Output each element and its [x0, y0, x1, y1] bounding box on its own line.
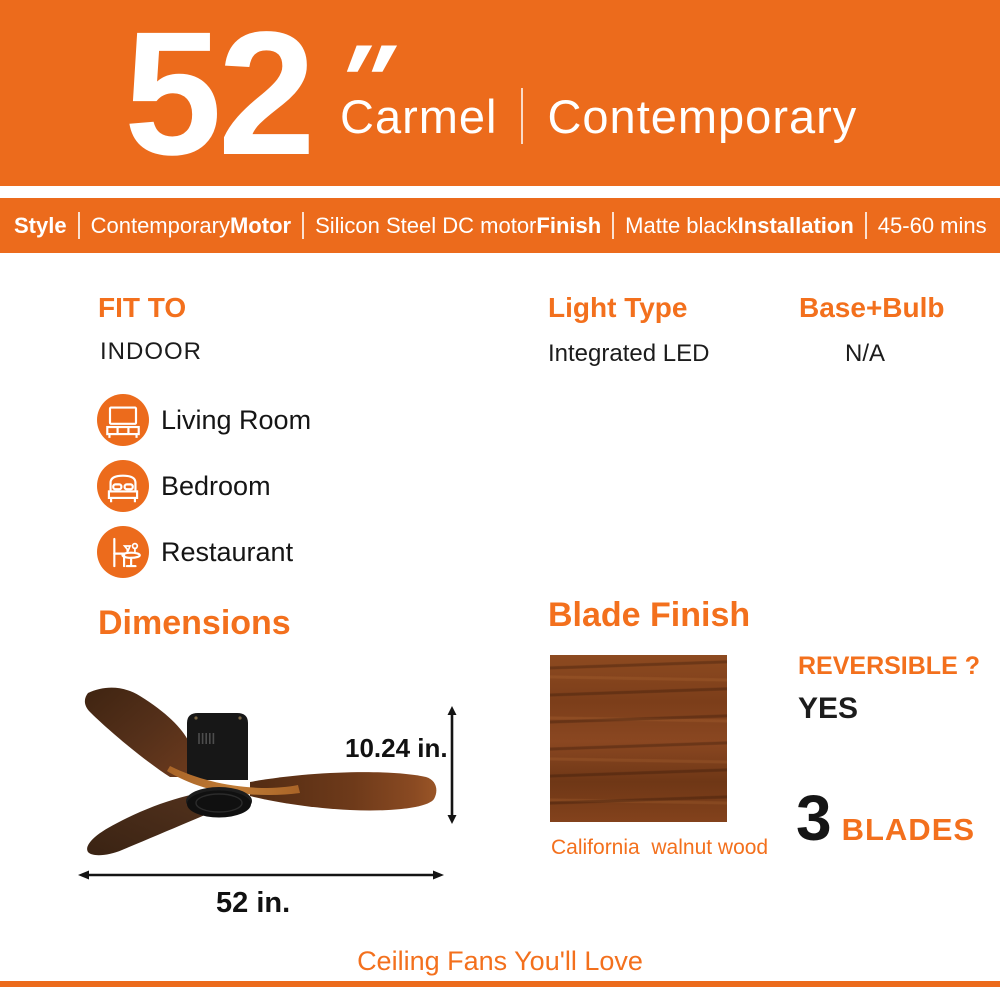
room-label: Restaurant	[161, 536, 294, 567]
product-style: Contemporary	[547, 89, 858, 143]
list-item: Bedroom	[97, 460, 311, 512]
living-room-icon	[97, 394, 149, 446]
spec-motor-label: Motor	[229, 212, 292, 238]
header-banner: 52 ″ Carmel Contemporary	[0, 0, 1000, 186]
spec-finish-value: Matte black	[625, 212, 738, 238]
blade-material-label: California walnut wood	[551, 836, 769, 859]
dimensions-title: Dimensions	[98, 604, 291, 642]
fit-to-environment: INDOOR	[100, 338, 202, 365]
spec-divider	[302, 212, 305, 239]
base-bulb-title: Base+Bulb	[799, 292, 945, 323]
blade-finish-title: Blade Finish	[548, 596, 751, 634]
spec-installation: Installation 45-60 mins	[738, 212, 987, 239]
fan-size: 52 ″	[124, 6, 424, 182]
spec-finish-label: Finish	[536, 212, 602, 238]
fan-size-number: 52	[124, 0, 316, 192]
blade-count: 3 BLADES	[796, 786, 975, 850]
room-label: Bedroom	[161, 470, 271, 501]
spec-style-label: Style	[14, 212, 67, 238]
room-label: Living Room	[161, 404, 312, 435]
reversible-title: REVERSIBLE ?	[798, 652, 980, 680]
room-list: Living Room Bedroom	[97, 394, 311, 592]
spec-style: Style Contemporary	[14, 212, 230, 239]
ceiling-fan-image	[60, 680, 470, 895]
spec-divider	[612, 212, 615, 239]
spec-motor: Motor Silicon Steel DC motor	[230, 212, 536, 239]
spec-finish: Finish Matte black	[536, 212, 738, 239]
wood-swatch-image	[550, 655, 727, 822]
spec-installation-value: 45-60 mins	[877, 212, 987, 238]
product-title: Carmel Contemporary	[340, 88, 857, 144]
spec-style-value: Contemporary	[90, 212, 230, 238]
fan-width-value: 52 in.	[216, 887, 291, 919]
spec-divider	[864, 212, 867, 239]
list-item: Restaurant	[97, 526, 311, 578]
blade-count-number: 3	[796, 782, 832, 854]
spec-bar: Style Contemporary Motor Silicon Steel D…	[0, 198, 1000, 253]
restaurant-icon	[97, 526, 149, 578]
base-bulb-value: N/A	[845, 340, 886, 367]
reversible-value: YES	[798, 692, 859, 725]
product-name: Carmel	[340, 89, 498, 143]
spec-divider	[77, 212, 80, 239]
spec-installation-label: Installation	[737, 212, 854, 238]
light-type-title: Light Type	[548, 292, 688, 323]
footer-tagline: Ceiling Fans You'll Love	[357, 946, 643, 976]
list-item: Living Room	[97, 394, 311, 446]
fan-height-value: 10.24 in.	[345, 733, 448, 763]
bedroom-icon	[97, 460, 149, 512]
light-type-value: Integrated LED	[548, 340, 710, 367]
blade-count-label: BLADES	[841, 812, 976, 847]
spec-motor-value: Silicon Steel DC motor	[315, 212, 537, 238]
title-divider	[521, 88, 524, 144]
fit-to-title: FIT TO	[98, 292, 187, 323]
footer-bar	[0, 981, 1000, 987]
